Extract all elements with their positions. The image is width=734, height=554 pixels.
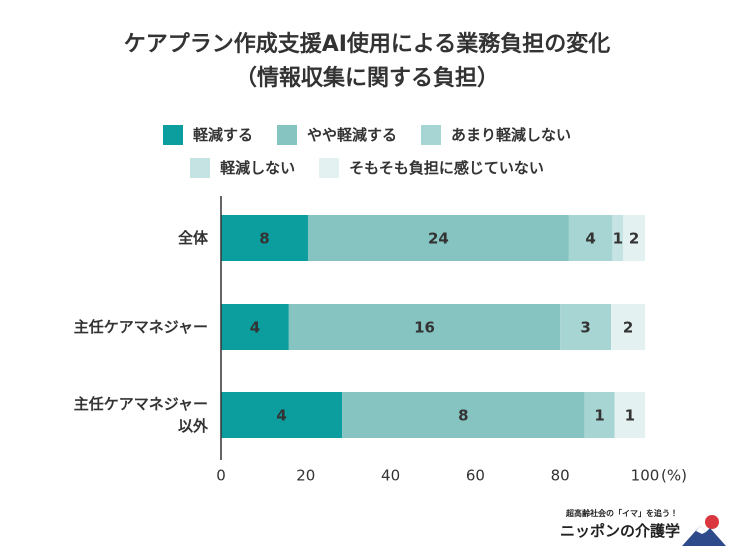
data-label: 4 (250, 319, 260, 337)
legend-label: そもそも負担に感じていない (349, 159, 544, 177)
logo: 超高齢社会の「イマ」を追う！ ニッポンの介護学 (558, 506, 728, 548)
logo-name: ニッポンの介護学 (560, 522, 681, 540)
chart-subtitle: （情報収集に関する負担） (234, 66, 499, 91)
legend-label: 軽減する (192, 126, 253, 144)
data-label: 24 (428, 230, 449, 248)
data-label: 1 (625, 407, 635, 425)
data-label: 3 (580, 319, 590, 337)
legend-swatch (162, 124, 183, 145)
legend-label: 軽減しない (220, 159, 296, 177)
bar-segment (221, 392, 343, 438)
chart-title: ケアプラン作成支援AI使用による業務負担の変化 (123, 32, 611, 57)
data-label: 4 (276, 407, 286, 425)
logo-tagline: 超高齢社会の「イマ」を追う！ (566, 509, 678, 518)
bar-segment (221, 304, 289, 350)
legend-item: そもそも負担に感じていない (319, 157, 544, 178)
bar-segment (614, 392, 645, 438)
data-label: 8 (458, 407, 468, 425)
legend-item: あまり軽減しない (421, 124, 571, 145)
x-tick-label: 100 (631, 467, 660, 485)
x-tick-label: 0 (216, 467, 226, 485)
legend-item: 軽減する (162, 124, 253, 145)
bar-segment (623, 215, 645, 261)
y-tick-label: 全体 (177, 229, 208, 247)
bar-segment (342, 392, 585, 438)
x-axis-label: (%) (661, 467, 687, 485)
x-tick-label: 40 (381, 467, 400, 485)
logo-icon (682, 515, 726, 546)
legend-swatch (319, 157, 340, 178)
logo-mountain (682, 526, 726, 546)
data-label: 16 (414, 319, 435, 337)
bar-segment (568, 215, 613, 261)
x-tick-label: 80 (551, 467, 570, 485)
legend-label: やや軽減する (306, 126, 397, 144)
y-tick-label: 主任ケアマネジャー 以外 (73, 395, 208, 435)
bar-segment (560, 304, 612, 350)
logo-sun (705, 515, 719, 529)
x-tick-label: 20 (296, 467, 315, 485)
bar-segment (307, 215, 569, 261)
y-tick-label: 主任ケアマネジャー (73, 318, 208, 336)
bar-segment (584, 392, 615, 438)
data-label: 8 (259, 230, 269, 248)
data-label: 1 (594, 407, 604, 425)
data-label: 2 (623, 319, 633, 337)
legend-swatch (276, 124, 297, 145)
legend-item: やや軽減する (276, 124, 397, 145)
legend-label: あまり軽減しない (451, 126, 572, 144)
x-tick-label: 60 (466, 467, 485, 485)
data-label: 4 (585, 230, 595, 248)
legend-swatch (190, 157, 211, 178)
bar-segment (611, 304, 645, 350)
legend-swatch (421, 124, 441, 145)
chart-title-block: ケアプラン作成支援AI使用による業務負担の変化 （情報収集に関する負担） (0, 28, 734, 96)
bar-segment (612, 215, 624, 261)
logo-snow (696, 526, 706, 534)
legend: 軽減する やや軽減する あまり軽減しない軽減しない そもそも負担に感じていない (132, 124, 602, 178)
data-label: 2 (629, 230, 639, 248)
legend-item: 軽減しない (190, 157, 295, 178)
bar-segment (288, 304, 561, 350)
data-label: 1 (613, 230, 623, 248)
bar-segment (221, 215, 308, 261)
